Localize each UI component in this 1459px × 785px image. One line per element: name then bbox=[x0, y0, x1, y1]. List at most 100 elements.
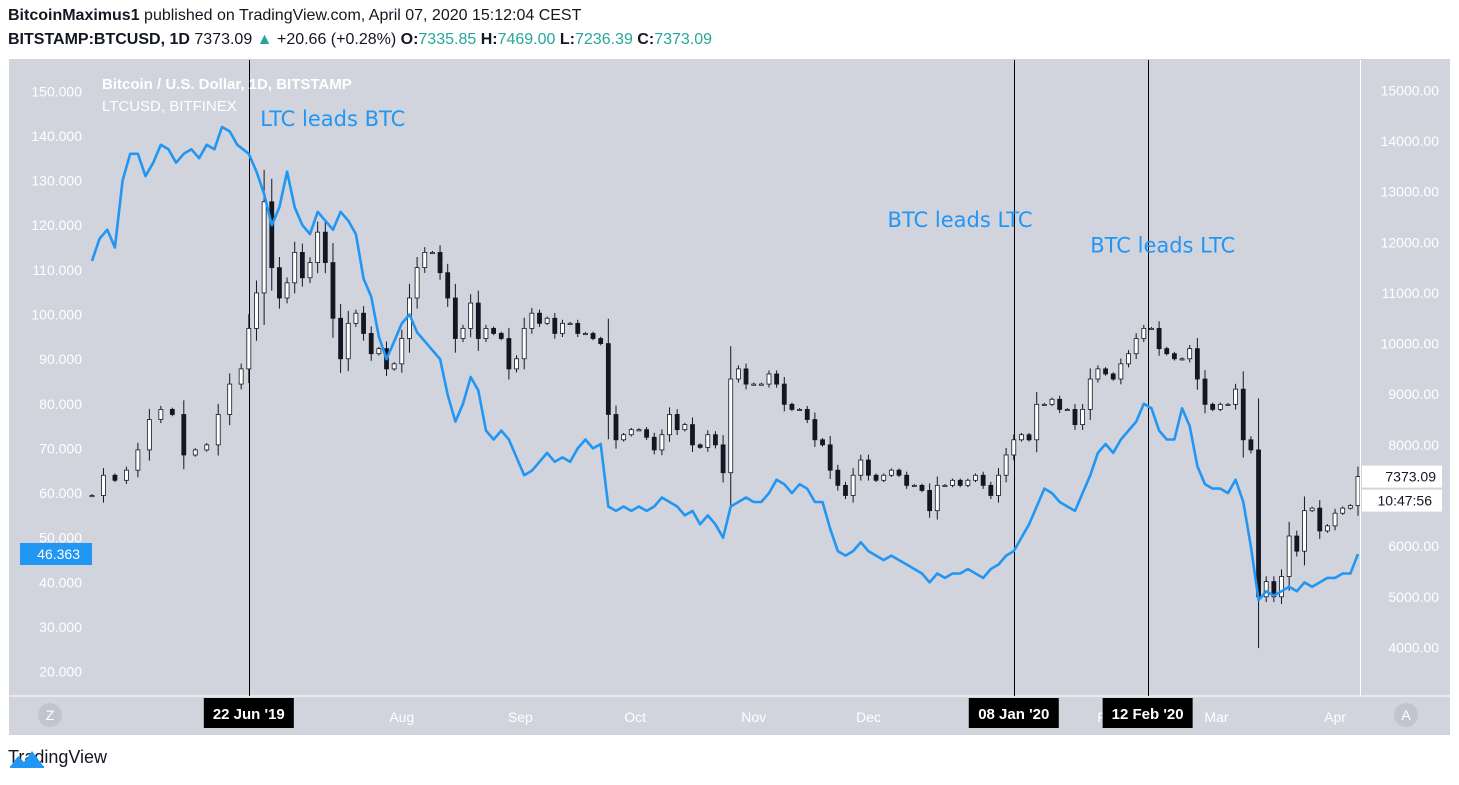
btc-candle[interactable] bbox=[330, 243, 336, 338]
btc-candle[interactable] bbox=[529, 307, 535, 334]
btc-candle[interactable] bbox=[112, 473, 118, 483]
btc-candle[interactable] bbox=[690, 417, 695, 452]
btc-candle[interactable] bbox=[965, 478, 971, 488]
btc-candle[interactable] bbox=[674, 409, 680, 435]
btc-candle[interactable] bbox=[919, 483, 925, 493]
btc-candle[interactable] bbox=[697, 443, 703, 449]
btc-candle[interactable] bbox=[1225, 402, 1231, 406]
btc-candle[interactable] bbox=[743, 363, 749, 390]
btc-candle[interactable] bbox=[399, 329, 405, 373]
btc-candle[interactable] bbox=[1057, 395, 1063, 413]
btc-candle[interactable] bbox=[888, 468, 894, 478]
btc-candle[interactable] bbox=[353, 309, 359, 327]
btc-candle[interactable] bbox=[1202, 370, 1208, 414]
btc-candle[interactable] bbox=[1156, 321, 1162, 356]
btc-candle[interactable] bbox=[192, 448, 198, 457]
btc-candle[interactable] bbox=[789, 402, 795, 412]
btc-candle[interactable] bbox=[368, 326, 374, 361]
btc-candle[interactable] bbox=[827, 435, 833, 480]
tradingview-footer[interactable]: TradingView bbox=[8, 747, 107, 768]
btc-candle[interactable] bbox=[720, 435, 726, 483]
btc-candle[interactable] bbox=[1187, 345, 1193, 363]
btc-candle[interactable] bbox=[1309, 506, 1315, 513]
btc-candle[interactable] bbox=[1240, 371, 1246, 458]
btc-candle[interactable] bbox=[567, 321, 573, 325]
btc-candle[interactable] bbox=[797, 407, 802, 412]
btc-candle[interactable] bbox=[376, 346, 382, 356]
btc-candle[interactable] bbox=[414, 256, 420, 309]
chart-annotation[interactable]: LTC leads BTC bbox=[260, 107, 405, 131]
ltc-series-line[interactable] bbox=[90, 125, 1360, 602]
btc-candle[interactable] bbox=[927, 483, 933, 518]
btc-candle[interactable] bbox=[1325, 524, 1330, 533]
btc-candle[interactable] bbox=[430, 251, 435, 255]
btc-candle[interactable] bbox=[514, 355, 519, 373]
btc-candle[interactable] bbox=[101, 468, 106, 503]
btc-candle[interactable] bbox=[1087, 368, 1093, 421]
btc-candle[interactable] bbox=[582, 332, 588, 336]
btc-candle[interactable] bbox=[537, 309, 542, 327]
btc-candle[interactable] bbox=[322, 221, 328, 274]
btc-candle[interactable] bbox=[284, 277, 290, 304]
btc-candle[interactable] bbox=[315, 221, 321, 274]
chart-annotation[interactable]: BTC leads LTC bbox=[1090, 233, 1235, 257]
btc-candle[interactable] bbox=[1118, 358, 1124, 385]
btc-candle[interactable] bbox=[613, 405, 619, 449]
btc-candle[interactable] bbox=[866, 454, 871, 481]
btc-candle[interactable] bbox=[437, 245, 443, 280]
btc-candle[interactable] bbox=[942, 483, 948, 487]
btc-candle[interactable] bbox=[506, 327, 512, 380]
btc-candle[interactable] bbox=[1034, 391, 1040, 453]
btc-candle[interactable] bbox=[1110, 372, 1116, 381]
btc-candle[interactable] bbox=[628, 427, 634, 437]
btc-candle[interactable] bbox=[644, 427, 649, 440]
btc-candle[interactable] bbox=[1103, 367, 1108, 376]
btc-candle[interactable] bbox=[1049, 397, 1055, 407]
legend-main-series[interactable]: Bitcoin / U.S. Dollar, 1D, BITSTAMP bbox=[102, 76, 352, 93]
btc-candle[interactable] bbox=[491, 326, 497, 336]
btc-candle[interactable] bbox=[1347, 504, 1353, 510]
btc-candle[interactable] bbox=[605, 318, 611, 440]
btc-candle[interactable] bbox=[820, 438, 825, 447]
btc-candle[interactable] bbox=[483, 324, 489, 343]
btc-candle[interactable] bbox=[766, 370, 772, 388]
btc-candle[interactable] bbox=[338, 304, 344, 373]
btc-candle[interactable] bbox=[1026, 432, 1032, 442]
btc-candle[interactable] bbox=[973, 473, 978, 483]
btc-candle[interactable] bbox=[544, 316, 550, 326]
btc-candle[interactable] bbox=[452, 283, 458, 353]
btc-candle[interactable] bbox=[204, 443, 210, 452]
btc-candle[interactable] bbox=[950, 478, 955, 488]
btc-candle[interactable] bbox=[705, 430, 711, 452]
btc-candle[interactable] bbox=[590, 331, 596, 341]
btc-candle[interactable] bbox=[1340, 506, 1346, 515]
btc-candle[interactable] bbox=[1286, 521, 1292, 591]
btc-candle[interactable] bbox=[1332, 508, 1338, 531]
btc-candle[interactable] bbox=[498, 331, 504, 341]
btc-candle[interactable] bbox=[980, 471, 986, 489]
btc-candle[interactable] bbox=[957, 478, 963, 488]
btc-candle[interactable] bbox=[475, 290, 481, 351]
btc-candle[interactable] bbox=[812, 412, 818, 447]
btc-candle[interactable] bbox=[636, 428, 642, 432]
btc-candle[interactable] bbox=[1041, 402, 1047, 406]
btc-candle[interactable] bbox=[158, 405, 164, 424]
btc-candle[interactable] bbox=[307, 257, 313, 284]
btc-candle[interactable] bbox=[254, 280, 259, 341]
btc-candle[interactable] bbox=[1279, 569, 1284, 604]
btc-candle[interactable] bbox=[1080, 404, 1086, 430]
btc-candle[interactable] bbox=[246, 314, 252, 384]
btc-candle[interactable] bbox=[1072, 404, 1078, 430]
btc-candle[interactable] bbox=[1172, 351, 1177, 361]
btc-candle[interactable] bbox=[422, 247, 428, 273]
btc-candle[interactable] bbox=[1294, 530, 1300, 557]
btc-candle[interactable] bbox=[682, 422, 688, 432]
btc-candle[interactable] bbox=[781, 377, 787, 412]
btc-candle[interactable] bbox=[560, 319, 565, 337]
btc-candle[interactable] bbox=[934, 476, 940, 520]
btc-candle[interactable] bbox=[621, 432, 627, 442]
btc-candle[interactable] bbox=[1355, 466, 1361, 516]
btc-candle[interactable] bbox=[575, 319, 581, 337]
btc-candle[interactable] bbox=[468, 294, 474, 338]
